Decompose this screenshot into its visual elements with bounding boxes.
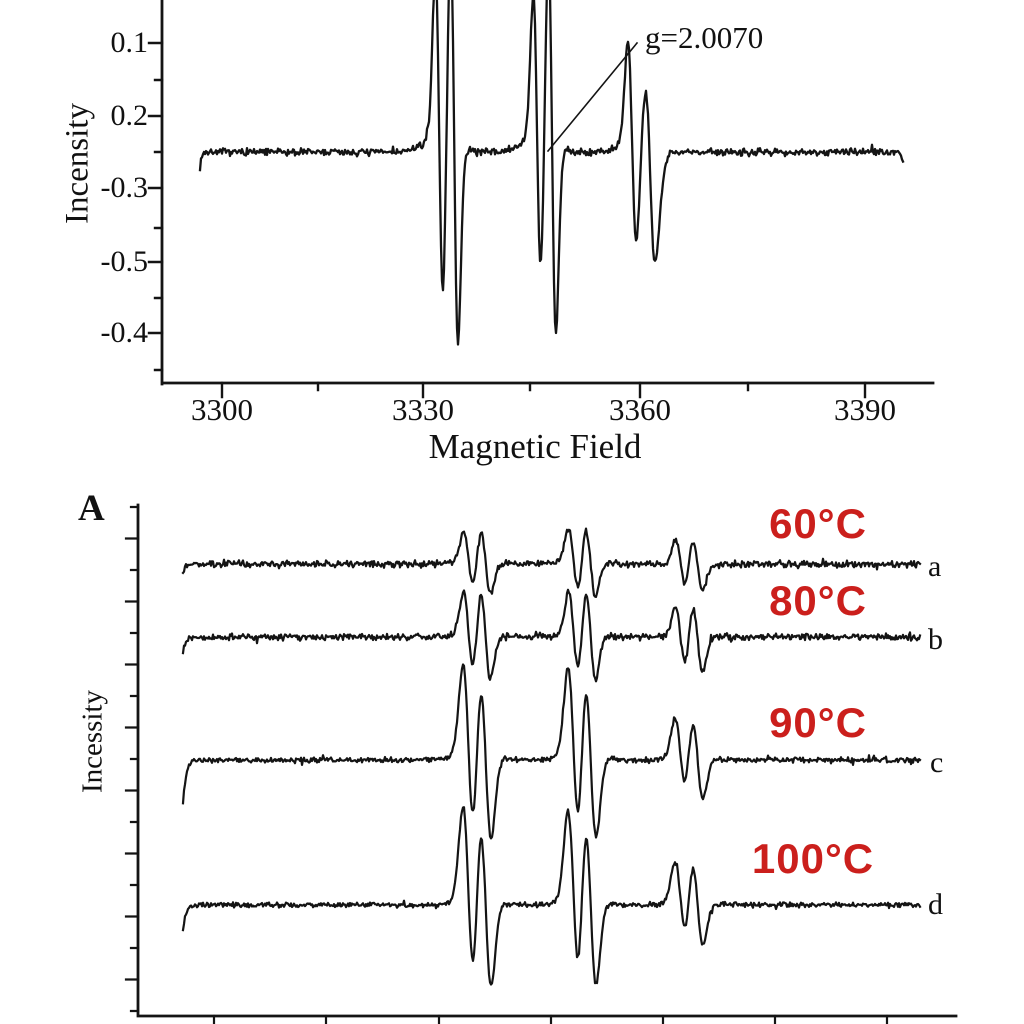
top-y-tick-label-5: -0.4 <box>100 316 149 349</box>
temperature-label-100c: 100°C <box>751 835 875 882</box>
bottom-panel-axes <box>136 503 958 1018</box>
trace-letter-c: c <box>930 746 944 779</box>
bottom-trace-d <box>181 806 922 986</box>
top-x-tick-label-4: 3390 <box>834 392 896 427</box>
top-panel-x-axis-label: Magnetic Field <box>428 427 642 466</box>
bottom-trace-b <box>181 588 922 683</box>
annotation-pointer-line <box>546 41 639 153</box>
trace-letter-b: b <box>928 623 943 656</box>
top-x-tick-label-2: 3330 <box>392 392 454 427</box>
temperature-label-60c: 60°C <box>769 500 867 547</box>
top-y-tick-label-4: -0.5 <box>100 245 149 278</box>
trace-letter-d: d <box>928 888 943 921</box>
top-x-tick-label-1: 3300 <box>191 392 253 427</box>
bottom-trace-a <box>181 527 922 598</box>
g-factor-annotation: g=2.0070 <box>645 20 764 55</box>
bottom-trace-c <box>181 663 922 840</box>
panel-a-label: A <box>78 488 105 529</box>
trace-letter-a: a <box>928 550 942 583</box>
bottom-panel-y-axis-label: Incessity <box>76 689 109 794</box>
top-panel-axes <box>160 0 935 386</box>
top-y-tick-label-2: 0.2 <box>110 99 149 132</box>
top-x-tick-label-3: 3360 <box>609 392 671 427</box>
bottom-panel-ticks <box>124 505 889 1024</box>
temperature-label-90c: 90°C <box>769 699 867 746</box>
temperature-label-80c: 80°C <box>769 577 867 624</box>
top-spectrum-curve <box>198 0 905 346</box>
top-panel-ticks <box>147 41 867 399</box>
top-y-tick-label-1: 0.1 <box>110 26 149 59</box>
top-y-tick-label-3: -0.3 <box>100 171 149 204</box>
